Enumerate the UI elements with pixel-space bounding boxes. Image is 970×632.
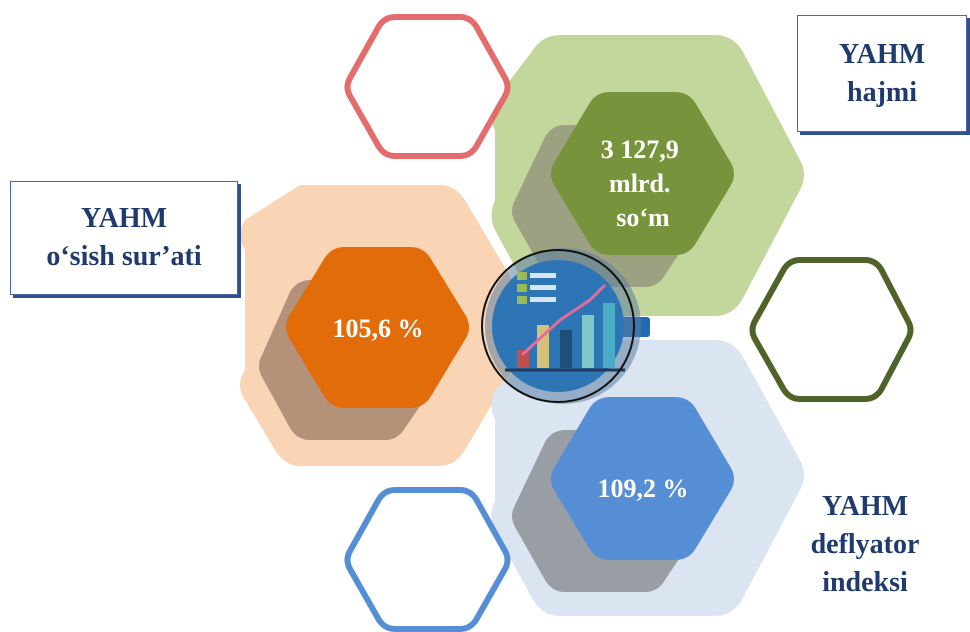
bar-chart-growth-icon — [481, 248, 650, 404]
growth-value-hexagon — [286, 247, 469, 408]
volume-value-line-3: so‘m — [616, 203, 670, 232]
deflator-value-hexagon — [551, 397, 734, 560]
growth-label-box: YAHM o‘sish sur’ati — [10, 181, 238, 295]
volume-label-line-1: YAHM — [838, 38, 926, 70]
deflator-label-line-3: indeksi — [822, 566, 908, 598]
volume-label-box: YAHM hajmi — [797, 15, 967, 132]
volume-value-line-2: mlrd. — [609, 169, 670, 198]
deflator-label-line-2: deflyator — [810, 528, 920, 560]
green-outline-hexagon — [749, 257, 914, 402]
deflator-label: YAHM deflyator indeksi — [795, 488, 935, 601]
growth-label-line-1: YAHM — [80, 203, 168, 235]
growth-value: 105,6 % — [333, 314, 424, 343]
volume-value-hexagon — [551, 92, 734, 255]
deflator-label-line-1: YAHM — [821, 491, 909, 522]
volume-value: 3 127,9 mlrd. so‘m — [601, 135, 686, 232]
volume-label-line-2: hajmi — [847, 76, 917, 108]
growth-label-line-2: o‘sish sur’ati — [46, 241, 202, 272]
deflator-value: 109,2 % — [598, 474, 689, 503]
volume-value-line-1: 3 127,9 — [601, 135, 679, 164]
blue-outline-hexagon — [344, 487, 511, 632]
red-outline-hexagon — [344, 14, 511, 159]
